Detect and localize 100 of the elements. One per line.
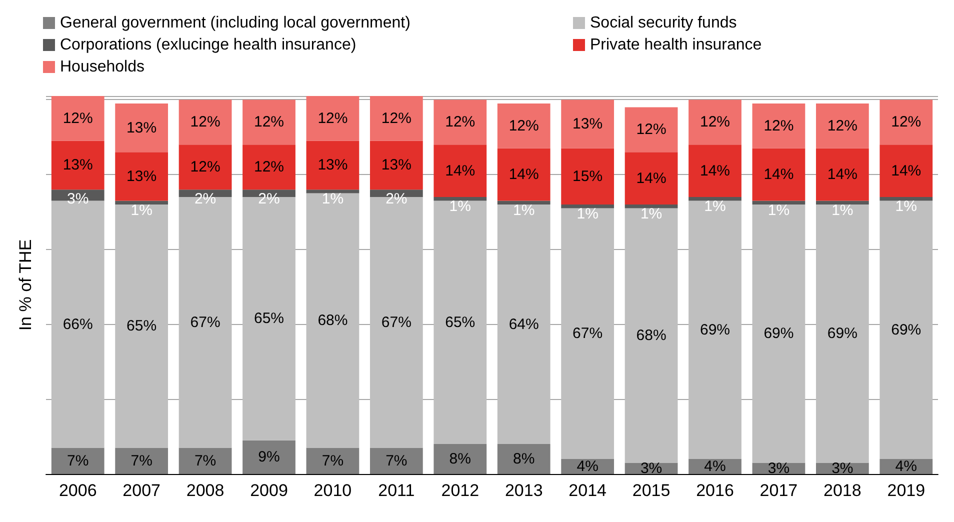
bar [51, 140, 104, 190]
bar [115, 448, 168, 474]
data-label: 66% [62, 316, 93, 333]
data-label: 12% [190, 158, 220, 176]
data-label: 7% [67, 452, 89, 470]
data-label: 1% [513, 202, 535, 219]
data-label: 13% [126, 119, 157, 136]
data-label: 65% [445, 314, 476, 331]
x-tick-label: 2012 [441, 481, 480, 500]
data-label: 3% [768, 460, 790, 477]
bar [434, 444, 487, 474]
bar [816, 200, 869, 205]
data-label: 67% [572, 325, 603, 342]
legend-label: Households [60, 58, 144, 76]
bar [434, 197, 487, 201]
legend-label: General government (including local government) [60, 14, 410, 32]
bar [752, 103, 806, 148]
data-label: 14% [445, 162, 476, 180]
legend-label: Social security funds [590, 14, 737, 32]
bar [752, 204, 806, 463]
data-label: 13% [62, 156, 93, 174]
data-label: 64% [508, 316, 539, 333]
bar [497, 444, 550, 474]
data-label: 14% [636, 170, 666, 187]
x-tick-label: 2019 [887, 481, 926, 500]
bar [688, 100, 742, 145]
data-label: 1% [832, 202, 854, 219]
data-label: 68% [636, 327, 666, 344]
data-label: 13% [126, 168, 157, 185]
data-label: 8% [449, 450, 471, 468]
bar [306, 448, 360, 474]
data-label: 1% [449, 198, 471, 216]
x-tick-label: 2014 [568, 481, 606, 500]
bar [115, 103, 168, 152]
data-label: 1% [322, 190, 344, 208]
x-tick-label: 2011 [378, 481, 415, 500]
data-label: 1% [895, 198, 917, 216]
data-label: 12% [700, 114, 730, 131]
bar [880, 197, 933, 201]
bar [434, 200, 487, 444]
x-tick-label: 2008 [186, 481, 224, 500]
x-tick-label: 2013 [504, 481, 543, 500]
data-label: 4% [895, 458, 917, 476]
data-label: 68% [318, 312, 348, 330]
data-label: 1% [576, 206, 598, 223]
data-label: 65% [126, 318, 157, 335]
data-label: 13% [381, 156, 412, 174]
bar [880, 200, 933, 460]
bar [561, 208, 614, 460]
data-label: 13% [572, 116, 603, 133]
data-label: 12% [827, 117, 858, 134]
data-label: 14% [700, 162, 730, 180]
bar [242, 144, 296, 190]
bar [306, 193, 360, 448]
bar [624, 152, 678, 205]
x-tick-label: 2016 [696, 481, 734, 500]
data-label: 12% [891, 114, 922, 131]
bar [688, 144, 742, 198]
data-label: 1% [130, 202, 152, 219]
bar [370, 448, 423, 474]
x-tick-label: 2009 [250, 481, 288, 500]
bar [624, 107, 678, 152]
bar [434, 100, 487, 145]
bar [816, 148, 869, 201]
data-label: 12% [636, 121, 666, 138]
data-label: 12% [254, 158, 284, 176]
data-label: 3% [832, 460, 854, 477]
data-label: 12% [445, 114, 476, 131]
data-label: 67% [381, 314, 412, 331]
legend-label: Corporations (exlucinge health insurance) [60, 36, 356, 54]
bar [370, 96, 423, 141]
data-label: 4% [704, 458, 726, 476]
bar [624, 208, 678, 463]
data-label: 65% [254, 310, 284, 328]
bar [624, 204, 678, 208]
bar [178, 100, 232, 145]
bar [561, 100, 614, 148]
data-label: 67% [190, 314, 220, 331]
data-label: 1% [704, 198, 726, 216]
legend-label: Private health insurance [590, 36, 762, 54]
bar [242, 440, 296, 474]
data-label: 13% [318, 156, 348, 174]
data-label: 7% [194, 452, 216, 470]
x-tick-label: 2007 [122, 481, 160, 500]
data-label: 1% [640, 206, 662, 223]
data-label: 7% [322, 452, 344, 470]
data-label: 15% [572, 168, 603, 185]
bar [752, 200, 806, 205]
data-label: 69% [891, 321, 922, 338]
data-label: 14% [827, 166, 858, 184]
x-tick-label: 2018 [824, 481, 862, 500]
x-tick-label: 2017 [760, 481, 798, 500]
bar [115, 204, 168, 448]
data-label: 14% [764, 166, 794, 184]
bar [497, 103, 550, 148]
bar [497, 200, 550, 205]
data-label: 12% [764, 117, 794, 134]
data-label: 12% [254, 114, 284, 131]
data-label: 12% [190, 114, 220, 131]
bar [816, 103, 869, 148]
